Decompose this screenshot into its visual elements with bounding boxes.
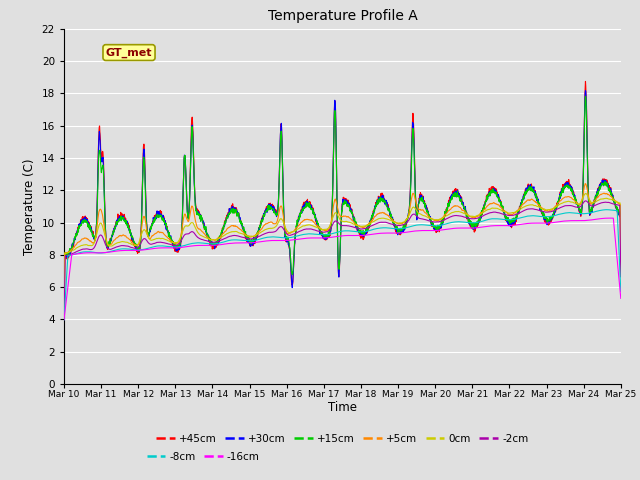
X-axis label: Time: Time [328,401,357,414]
Legend: -8cm, -16cm: -8cm, -16cm [142,447,264,466]
Title: Temperature Profile A: Temperature Profile A [268,10,417,24]
Y-axis label: Temperature (C): Temperature (C) [23,158,36,255]
Text: GT_met: GT_met [106,48,152,58]
